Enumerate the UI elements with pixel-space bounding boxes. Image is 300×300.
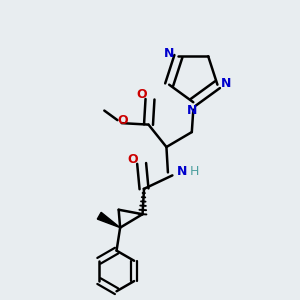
Text: N: N [177, 165, 188, 178]
Text: N: N [187, 104, 197, 117]
Polygon shape [97, 212, 120, 228]
Text: O: O [136, 88, 147, 101]
Text: N: N [164, 47, 175, 60]
Text: H: H [190, 165, 200, 178]
Text: O: O [118, 114, 128, 127]
Text: O: O [128, 153, 138, 167]
Text: N: N [221, 77, 232, 90]
